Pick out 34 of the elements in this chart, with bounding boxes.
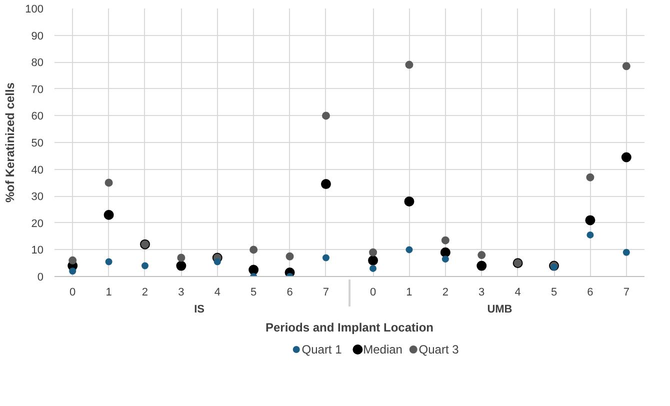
x-tick-label: 7 (322, 286, 330, 298)
y-tick-label: 10 (31, 244, 44, 257)
x-tick-label: 1 (106, 286, 112, 298)
x-tick-label: 7 (623, 286, 630, 298)
y-tick-label: 80 (31, 57, 44, 70)
x-tick-label: 2 (142, 286, 148, 298)
x-tick-label: 0 (370, 286, 376, 298)
y-tick-label: 70 (31, 84, 44, 96)
x-tick-label: 5 (550, 286, 558, 298)
x-tick-label: 6 (286, 286, 293, 298)
y-tick-label: 30 (31, 191, 44, 204)
legend-label: Median (363, 342, 402, 356)
y-tick-label: 100 (25, 4, 44, 16)
x-tick-label: 5 (250, 286, 257, 298)
y-axis-title: %of Keratinized cells (3, 82, 18, 203)
x-tick-label: 4 (214, 286, 220, 298)
legend-label: Quart 3 (418, 342, 460, 356)
text: IS (194, 304, 204, 316)
x-tick-label: 6 (587, 286, 594, 298)
y-tick-label: 40 (31, 164, 44, 176)
x-tick-label: 4 (514, 286, 521, 298)
x-tick-label: 1 (406, 286, 412, 298)
x-axis-title: Periods and Implant Location (265, 320, 434, 334)
y-tick-label: 20 (31, 218, 44, 230)
x-tick-label: 3 (178, 286, 184, 298)
x-tick-label: 0 (70, 286, 76, 298)
x-tick-label: 2 (442, 286, 448, 298)
x-tick-label: 3 (478, 286, 485, 298)
y-tick-label: 90 (31, 30, 44, 42)
y-tick-label: 50 (31, 138, 44, 150)
y-tick-label: 60 (31, 110, 44, 123)
y-tick-label: 0 (37, 272, 44, 284)
legend-label: Quart 1 (302, 342, 342, 356)
text: UMB (487, 304, 512, 316)
